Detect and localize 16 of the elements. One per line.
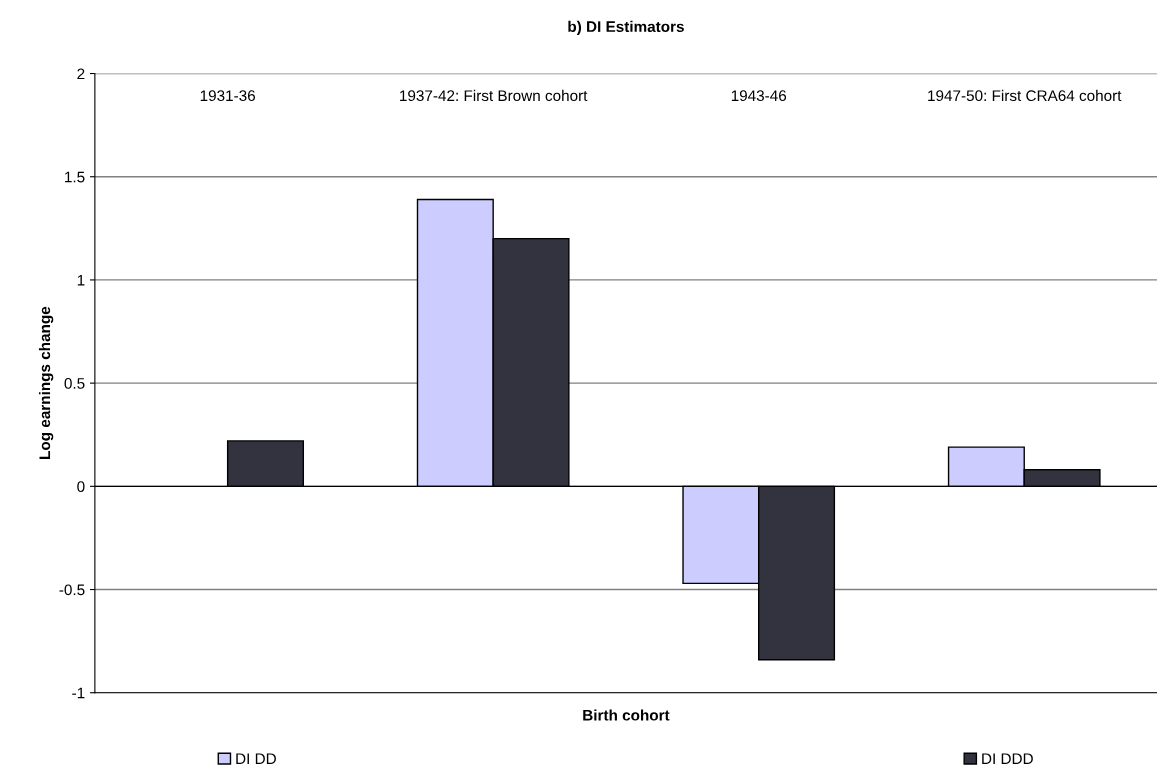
y-tick-label: 2 [77, 68, 85, 80]
x-tick-label: 1931-36 [200, 90, 256, 102]
y-tick-label: 0.5 [64, 378, 85, 389]
legend-label: DI DD [236, 753, 276, 764]
x-tick-label: 1937-42: First Brown cohort [400, 89, 588, 102]
y-tick-label: -0.5 [59, 584, 85, 596]
y-tick-label: 1 [77, 274, 85, 286]
y-axis-title: Log earnings change [38, 306, 54, 459]
y-tick-label: 0 [77, 481, 85, 493]
x-tick-label: 1943-46 [731, 90, 787, 102]
y-tick-label: 1.5 [65, 171, 85, 183]
x-tick-label: 1947-50: First CRA64 cohort [928, 89, 1122, 102]
x-axis-title: Birth cohort [583, 709, 670, 721]
chart-title: b) DI Estimators [568, 20, 684, 36]
legend-label: DI DDD [982, 753, 1033, 764]
y-tick-label: -1 [72, 687, 85, 699]
